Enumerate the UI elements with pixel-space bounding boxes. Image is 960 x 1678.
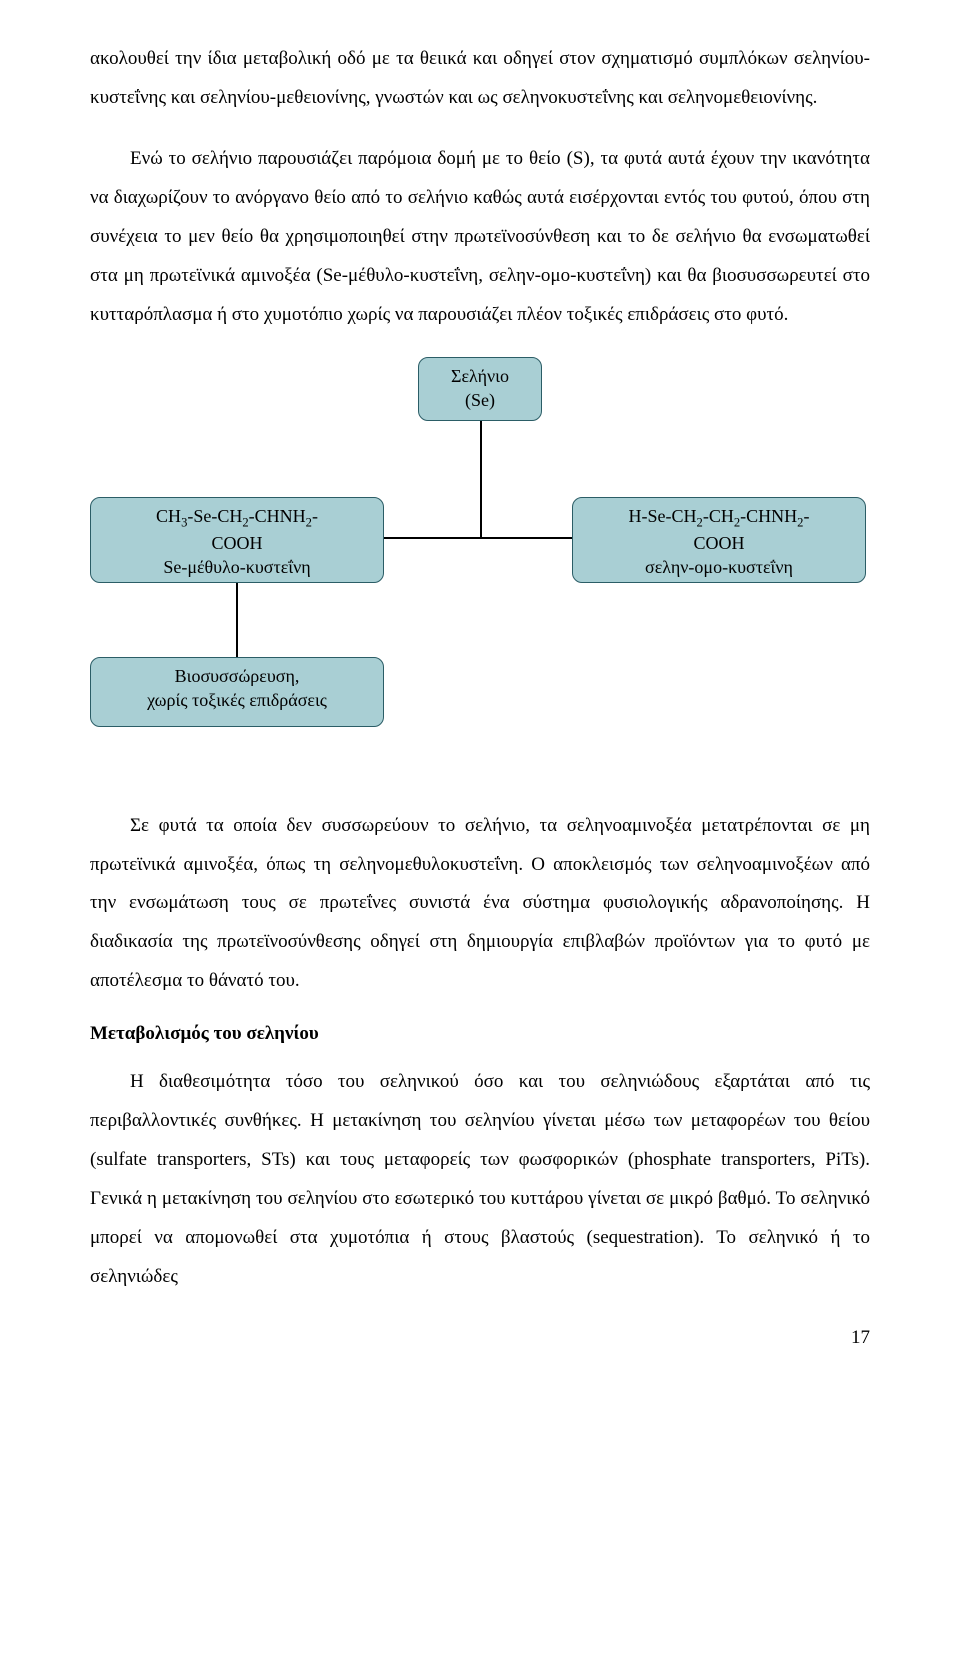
- node-left-formula: CH3-Se-CH2-CHNH2-: [101, 504, 373, 532]
- node-bottom-line1: Βιοσυσσώρευση,: [101, 664, 373, 688]
- paragraph-4: Η διαθεσιμότητα τόσο του σεληνικού όσο κ…: [90, 1063, 870, 1297]
- node-left-label: Se-μέθυλο-κυστεΐνη: [101, 555, 373, 579]
- node-right-label: σελην-ομο-κυστεΐνη: [583, 555, 855, 579]
- node-selenium: Σελήνιο (Se): [418, 357, 542, 421]
- node-right-formula: H-Se-CH2-CH2-CHNH2-: [583, 504, 855, 532]
- connector-top-vertical: [480, 421, 482, 537]
- node-right-formula2: COOH: [583, 531, 855, 555]
- node-left-formula2: COOH: [101, 531, 373, 555]
- section-heading-metabolism: Μεταβολισμός του σεληνίου: [90, 1023, 870, 1045]
- paragraph-2: Ενώ το σελήνιο παρουσιάζει παρόμοια δομή…: [90, 140, 870, 335]
- selenium-diagram: Σελήνιο (Se) CH3-Se-CH2-CHNH2- COOH Se-μ…: [90, 357, 870, 777]
- page: ακολουθεί την ίδια μεταβολική οδό με τα …: [0, 0, 960, 1409]
- node-selen-homo-cysteine: H-Se-CH2-CH2-CHNH2- COOH σελην-ομο-κυστε…: [572, 497, 866, 583]
- paragraph-1: ακολουθεί την ίδια μεταβολική οδό με τα …: [90, 40, 870, 118]
- node-bottom-line2: χωρίς τοξικές επιδράσεις: [101, 688, 373, 712]
- paragraph-3: Σε φυτά τα οποία δεν συσσωρεύουν το σελή…: [90, 807, 870, 1002]
- page-number: 17: [90, 1327, 870, 1349]
- node-selenium-line1: Σελήνιο: [429, 364, 531, 388]
- node-bioaccumulation: Βιοσυσσώρευση, χωρίς τοξικές επιδράσεις: [90, 657, 384, 727]
- node-se-methyl-cysteine: CH3-Se-CH2-CHNH2- COOH Se-μέθυλο-κυστεΐν…: [90, 497, 384, 583]
- node-selenium-line2: (Se): [429, 388, 531, 412]
